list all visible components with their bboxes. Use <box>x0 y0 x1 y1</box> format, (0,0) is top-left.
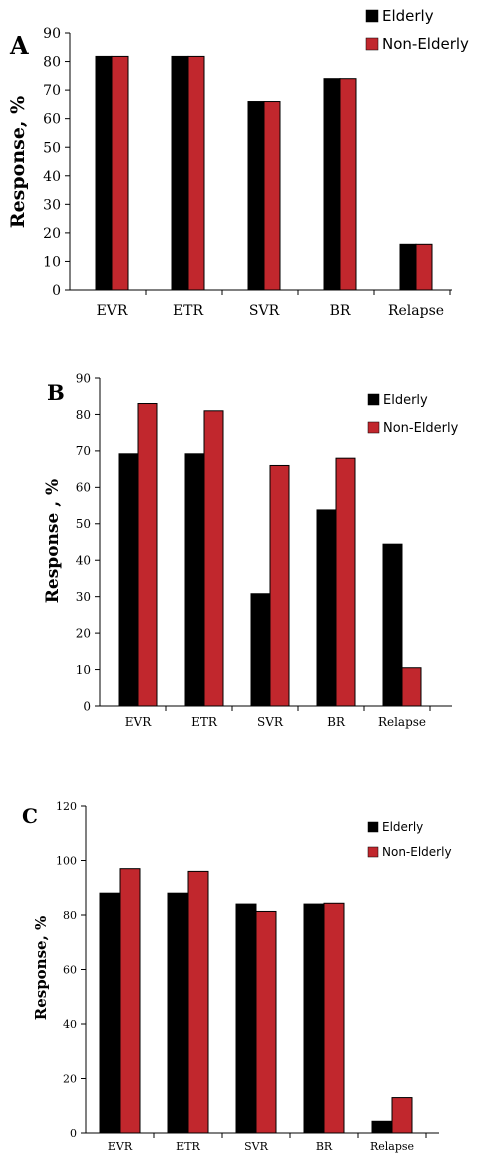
y-axis-label: Response, % <box>7 96 29 228</box>
y-tick-label: 70 <box>76 444 91 458</box>
y-tick-label: 80 <box>63 909 77 922</box>
legend-swatch <box>365 37 379 51</box>
bar-non-elderly-etr <box>187 870 209 1134</box>
x-tick-label: BR <box>327 715 346 729</box>
legend-label: Elderly <box>382 820 423 834</box>
y-tick-label: 80 <box>43 55 61 71</box>
panel-label: A <box>9 31 29 60</box>
panel-label: B <box>47 380 65 405</box>
y-tick-label: 70 <box>43 83 61 99</box>
y-tick-label: 60 <box>43 112 61 128</box>
y-tick-label: 40 <box>76 554 91 568</box>
x-tick-label: EVR <box>97 303 128 319</box>
y-tick-label: 0 <box>83 699 91 713</box>
y-tick-label: 20 <box>43 226 61 242</box>
x-tick-label: Relapse <box>370 1140 414 1153</box>
bar-elderly-svr <box>235 903 257 1134</box>
legend-label: Non-Elderly <box>382 35 469 53</box>
bar-non-elderly-etr <box>203 410 224 707</box>
legend-swatch <box>367 821 379 833</box>
bar-elderly-etr <box>167 892 189 1134</box>
legend-label: Elderly <box>382 7 434 25</box>
bar-elderly-relapse <box>371 1120 393 1134</box>
y-tick-label: 100 <box>56 854 77 867</box>
bar-elderly-svr <box>250 593 271 707</box>
legend-swatch <box>367 393 380 406</box>
bar-non-elderly-evr <box>137 403 158 707</box>
legend-swatch <box>367 421 380 434</box>
bar-elderly-evr <box>118 453 139 707</box>
legend-swatch <box>365 9 379 23</box>
y-tick-label: 10 <box>76 663 91 677</box>
bar-elderly-svr <box>247 101 265 291</box>
x-tick-label: EVR <box>108 1140 133 1153</box>
legend-label: Non-Elderly <box>382 845 452 859</box>
bar-non-elderly-br <box>335 457 356 707</box>
bar-non-elderly-svr <box>263 101 281 291</box>
y-tick-label: 20 <box>76 626 91 640</box>
legend-label: Non-Elderly <box>383 421 459 436</box>
y-tick-label: 0 <box>70 1127 77 1140</box>
bar-non-elderly-evr <box>119 868 141 1134</box>
bar-non-elderly-svr <box>255 910 277 1134</box>
bar-elderly-evr <box>99 892 121 1134</box>
y-tick-label: 90 <box>43 26 61 42</box>
chart-panel-a: 0 10 20 30 40 50 60 70 80 90 EVR ETR SVR BR Relapse A Re… <box>7 7 469 319</box>
x-tick-label: SVR <box>249 303 280 319</box>
bar-elderly-br <box>316 509 337 707</box>
y-tick-label: 40 <box>63 1018 77 1031</box>
x-tick-label: SVR <box>244 1140 268 1153</box>
y-tick-label: 60 <box>76 481 91 495</box>
bar-elderly-br <box>303 903 325 1134</box>
y-tick-label: 40 <box>43 169 61 185</box>
y-tick-label: 20 <box>63 1072 77 1085</box>
bar-non-elderly-etr <box>187 55 205 291</box>
y-tick-label: 50 <box>76 517 91 531</box>
y-tick-label: 90 <box>76 371 91 385</box>
chart-panel-b: 0 10 20 30 40 50 60 70 80 90 EVR ETR SVR BR Relapse B Re… <box>43 371 459 729</box>
x-tick-label: ETR <box>191 715 218 729</box>
x-tick-label: SVR <box>257 715 284 729</box>
x-tick-label: ETR <box>176 1140 200 1153</box>
bar-non-elderly-relapse <box>415 243 433 291</box>
bar-non-elderly-br <box>323 902 345 1134</box>
y-tick-label: 30 <box>76 590 91 604</box>
y-tick-label: 120 <box>56 800 77 813</box>
panel-label: C <box>22 804 38 828</box>
x-tick-label: Relapse <box>388 303 444 319</box>
x-tick-label: BR <box>316 1140 333 1153</box>
y-tick-label: 30 <box>43 197 61 213</box>
bar-elderly-br <box>323 78 341 291</box>
y-axis-label: Response, % <box>32 916 50 1021</box>
y-tick-label: 80 <box>76 408 91 422</box>
x-tick-label: Relapse <box>378 715 426 729</box>
bar-elderly-etr <box>184 453 205 707</box>
bar-non-elderly-evr <box>111 55 129 291</box>
bar-non-elderly-relapse <box>391 1097 413 1134</box>
legend-swatch <box>367 846 379 858</box>
bar-elderly-relapse <box>382 543 403 707</box>
bar-non-elderly-br <box>339 78 357 291</box>
bar-elderly-relapse <box>399 243 417 291</box>
bar-non-elderly-svr <box>269 464 290 707</box>
x-tick-label: EVR <box>125 715 152 729</box>
legend-label: Elderly <box>383 393 428 408</box>
y-tick-label: 60 <box>63 963 77 976</box>
x-tick-label: ETR <box>173 303 204 319</box>
bar-non-elderly-relapse <box>401 667 422 707</box>
y-axis-label: Response , % <box>43 479 63 603</box>
y-tick-label: 50 <box>43 140 61 156</box>
y-tick-label: 0 <box>52 283 61 299</box>
bar-elderly-evr <box>95 55 113 291</box>
x-tick-label: BR <box>330 303 351 319</box>
bar-elderly-etr <box>171 55 189 291</box>
y-tick-label: 10 <box>43 254 61 270</box>
chart-panel-c: 0 20 40 60 80 100 120 EVR ETR SVR BR Relapse C Respon… <box>22 800 452 1153</box>
